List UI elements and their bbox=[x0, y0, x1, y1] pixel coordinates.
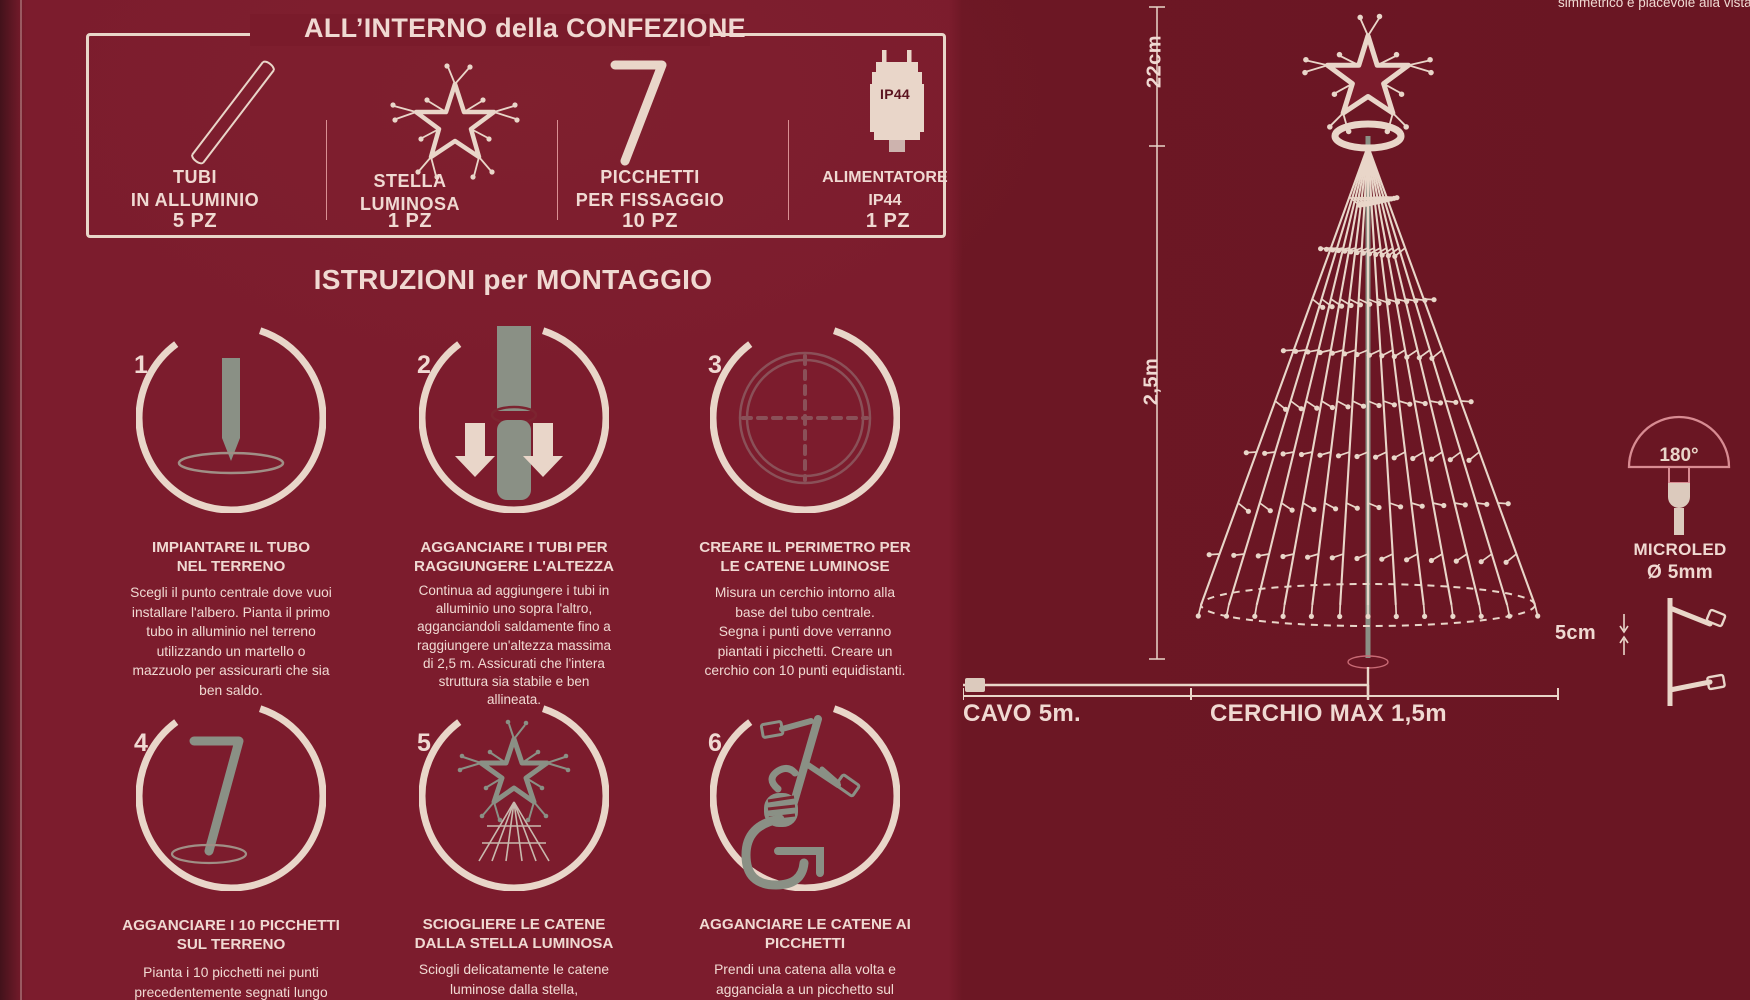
svg-text:180°: 180° bbox=[1659, 445, 1698, 466]
